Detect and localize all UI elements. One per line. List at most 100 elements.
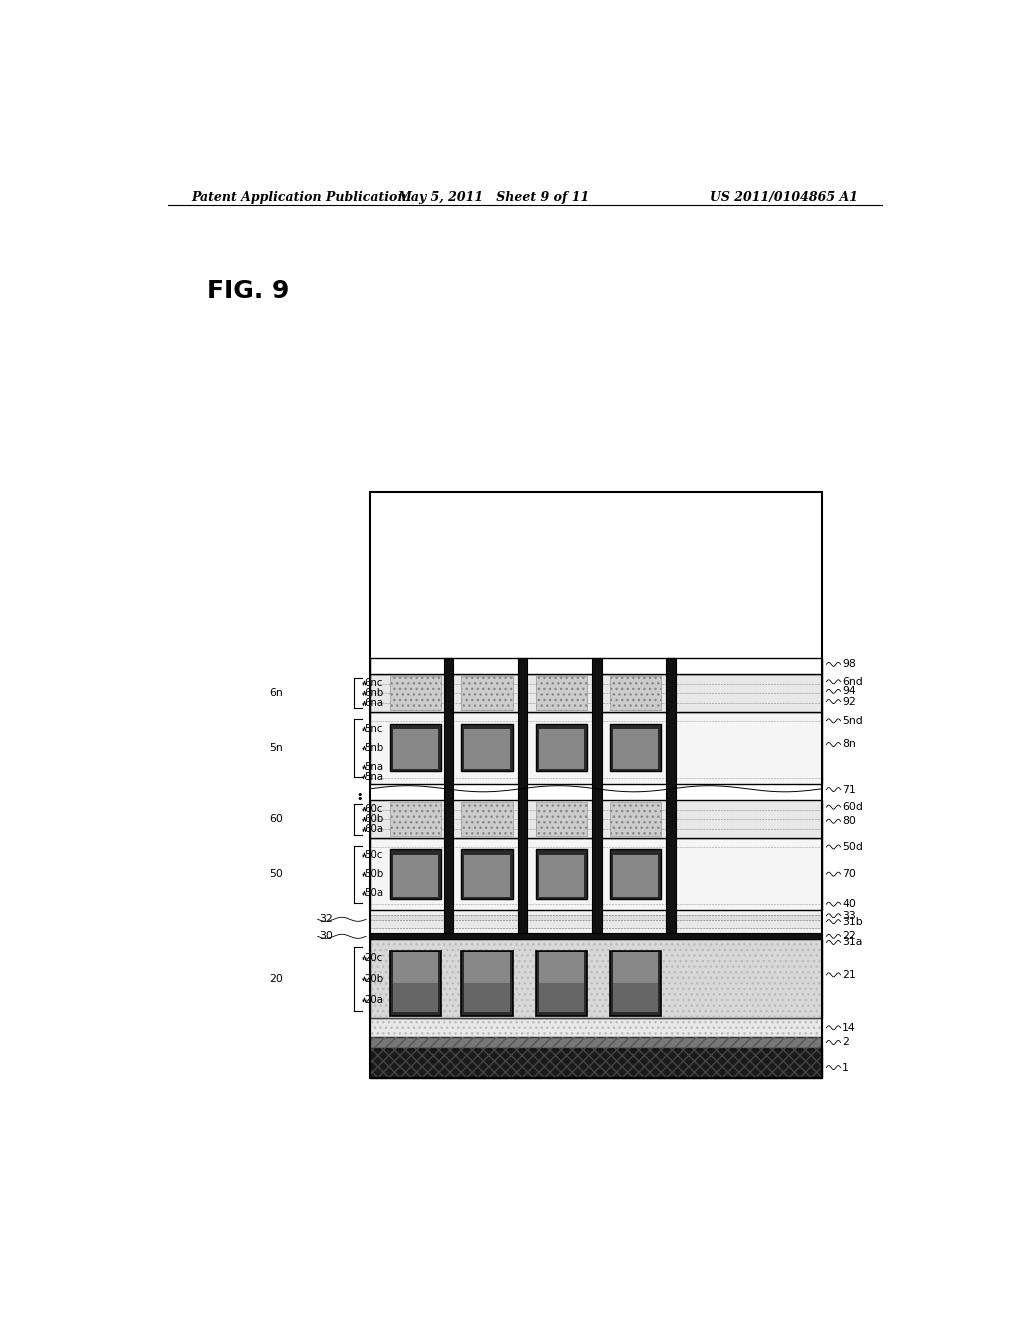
Bar: [536, 725, 588, 771]
Bar: [370, 920, 822, 928]
Bar: [393, 854, 438, 898]
Bar: [443, 657, 454, 933]
Bar: [370, 1048, 822, 1078]
Text: 92: 92: [842, 697, 856, 706]
Bar: [536, 803, 588, 837]
Text: 70: 70: [842, 869, 856, 879]
Bar: [461, 952, 513, 1016]
Text: 2: 2: [842, 1038, 849, 1048]
Text: 80: 80: [842, 816, 856, 826]
Bar: [370, 492, 822, 1078]
Bar: [370, 909, 822, 933]
Bar: [613, 730, 658, 770]
Bar: [370, 940, 822, 1019]
Text: 50a: 50a: [365, 888, 384, 898]
Text: 50b: 50b: [365, 869, 384, 879]
Text: 5na: 5na: [365, 762, 384, 772]
Bar: [592, 657, 602, 933]
Bar: [613, 952, 658, 983]
Text: 5nd: 5nd: [842, 715, 863, 726]
Bar: [370, 1019, 822, 1038]
Bar: [393, 952, 438, 983]
Bar: [370, 1019, 822, 1038]
Bar: [461, 849, 513, 899]
Text: •: •: [356, 795, 362, 804]
Bar: [609, 676, 662, 710]
Text: 6n: 6n: [269, 688, 283, 698]
Bar: [609, 849, 662, 899]
Bar: [461, 725, 513, 771]
Text: 20c: 20c: [365, 953, 383, 962]
Bar: [613, 983, 658, 1012]
Bar: [370, 915, 822, 920]
Bar: [390, 952, 441, 1016]
Text: 60d: 60d: [842, 803, 863, 812]
Bar: [613, 854, 658, 898]
Bar: [370, 940, 822, 1019]
Text: 71: 71: [842, 784, 856, 795]
Text: 60: 60: [269, 814, 283, 824]
Bar: [536, 952, 588, 1016]
Text: 60b: 60b: [365, 814, 384, 824]
Text: 33: 33: [842, 911, 856, 921]
Text: 8n: 8n: [842, 739, 856, 750]
Text: FIG. 9: FIG. 9: [207, 279, 290, 302]
Text: 60c: 60c: [365, 804, 383, 814]
Bar: [461, 803, 513, 837]
Text: 22: 22: [842, 932, 856, 941]
Text: 50: 50: [269, 869, 283, 879]
Text: 6nd: 6nd: [842, 677, 863, 686]
Bar: [370, 675, 822, 713]
Bar: [370, 1038, 822, 1048]
Text: US 2011/0104865 A1: US 2011/0104865 A1: [710, 190, 858, 203]
Bar: [609, 725, 662, 771]
Text: 21: 21: [842, 970, 856, 979]
Bar: [370, 713, 822, 784]
Bar: [393, 983, 438, 1012]
Bar: [370, 800, 822, 838]
Text: 14: 14: [842, 1023, 856, 1032]
Text: 31a: 31a: [842, 937, 862, 948]
Bar: [370, 657, 822, 675]
Text: 5nb: 5nb: [365, 743, 384, 754]
Text: 20a: 20a: [365, 995, 384, 1005]
Bar: [461, 676, 513, 710]
Text: 1: 1: [842, 1063, 849, 1073]
Bar: [666, 657, 676, 933]
Bar: [465, 854, 510, 898]
Text: 60a: 60a: [365, 825, 384, 834]
Bar: [609, 803, 662, 837]
Text: 32: 32: [319, 915, 333, 924]
Bar: [370, 838, 822, 909]
Text: 50d: 50d: [842, 842, 863, 851]
Text: 20: 20: [269, 974, 283, 983]
Bar: [465, 730, 510, 770]
Bar: [370, 933, 822, 940]
Bar: [465, 983, 510, 1012]
Bar: [536, 849, 588, 899]
Text: 31b: 31b: [842, 916, 863, 927]
Bar: [370, 1038, 822, 1048]
Text: May 5, 2011   Sheet 9 of 11: May 5, 2011 Sheet 9 of 11: [397, 190, 589, 203]
Bar: [390, 676, 441, 710]
Bar: [390, 849, 441, 899]
Text: 5nc: 5nc: [365, 723, 383, 734]
Text: 5na: 5na: [365, 772, 384, 781]
Text: 40: 40: [842, 899, 856, 909]
Bar: [536, 676, 588, 710]
Bar: [539, 730, 585, 770]
Bar: [393, 730, 438, 770]
Text: 5n: 5n: [269, 743, 283, 754]
Bar: [539, 983, 585, 1012]
Text: 6na: 6na: [365, 698, 384, 709]
Text: •: •: [356, 791, 362, 800]
Bar: [465, 952, 510, 983]
Bar: [390, 725, 441, 771]
Text: 6nb: 6nb: [365, 688, 384, 698]
Bar: [609, 952, 662, 1016]
Text: 50c: 50c: [365, 850, 383, 861]
Text: 30: 30: [319, 932, 333, 941]
Bar: [370, 1048, 822, 1078]
Text: 20b: 20b: [365, 974, 384, 983]
Text: 6nc: 6nc: [365, 678, 383, 688]
